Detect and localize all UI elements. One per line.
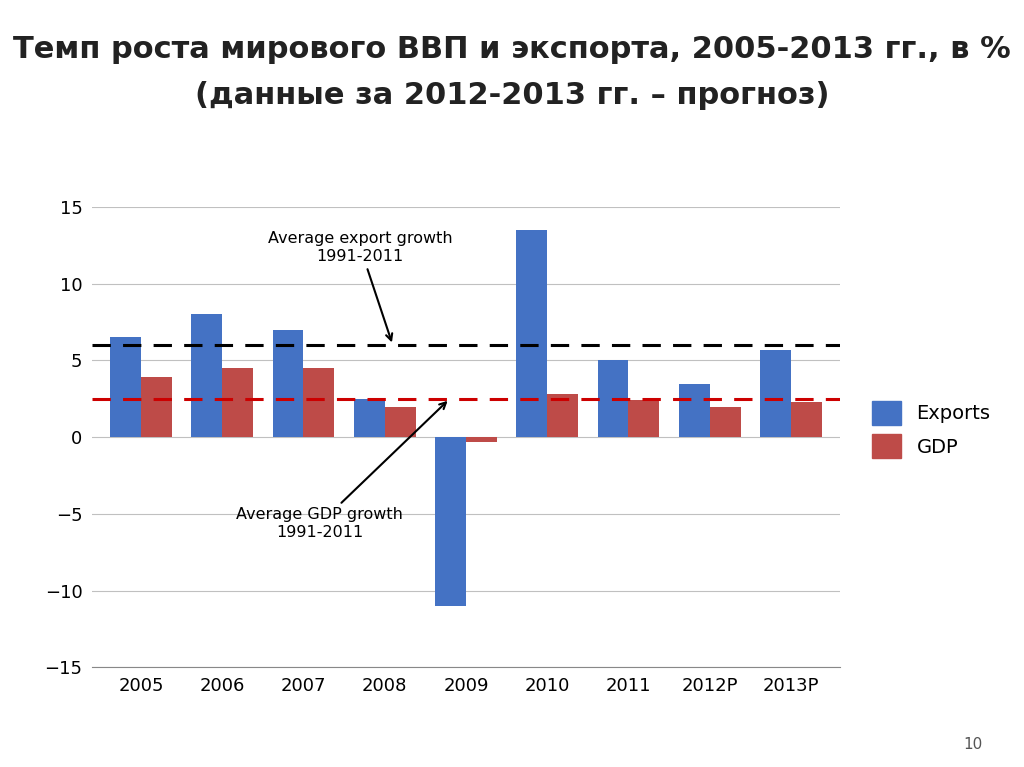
Text: Average export growth
1991-2011: Average export growth 1991-2011 xyxy=(268,232,453,341)
Text: (данные за 2012-2013 гг. – прогноз): (данные за 2012-2013 гг. – прогноз) xyxy=(195,81,829,110)
Text: Average GDP growth
1991-2011: Average GDP growth 1991-2011 xyxy=(237,403,446,540)
Bar xyxy=(272,330,303,437)
Bar xyxy=(141,377,172,437)
Bar xyxy=(435,437,466,606)
Bar xyxy=(385,407,416,437)
Text: 10: 10 xyxy=(964,736,983,752)
Bar xyxy=(598,360,629,437)
Bar xyxy=(191,314,222,437)
Bar xyxy=(629,400,659,437)
Bar xyxy=(466,437,497,442)
Bar xyxy=(354,399,385,437)
Bar xyxy=(679,384,710,437)
Legend: Exports, GDP: Exports, GDP xyxy=(871,401,990,458)
Bar xyxy=(547,394,578,437)
Bar xyxy=(222,368,253,437)
Bar xyxy=(791,402,822,437)
Bar xyxy=(110,337,141,437)
Bar xyxy=(303,368,334,437)
Bar xyxy=(760,350,791,437)
Text: Темп роста мирового ВВП и экспорта, 2005-2013 гг., в %: Темп роста мирового ВВП и экспорта, 2005… xyxy=(13,35,1011,64)
Bar xyxy=(516,230,547,437)
Bar xyxy=(710,407,740,437)
